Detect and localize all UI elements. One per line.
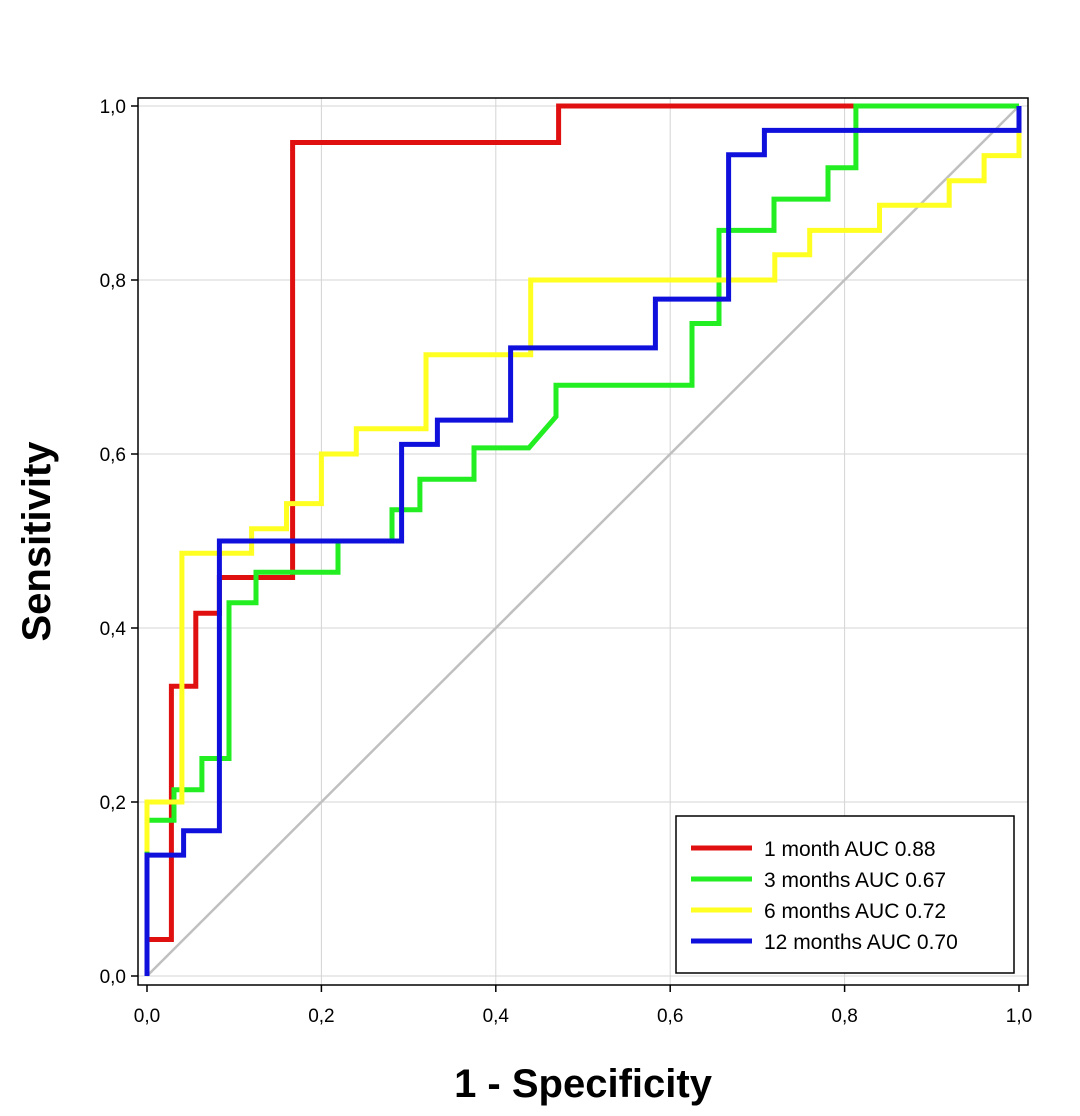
plot-frame [137,97,1029,986]
y-tick-label: 0,2 [100,793,126,814]
legend-label: 3 months AUC 0.67 [764,869,946,892]
legend: 1 month AUC 0.88 3 months AUC 0.67 6 month… [675,815,1015,974]
legend-label: 6 months AUC 0.72 [764,900,946,923]
y-tick-label: 0,6 [100,445,126,466]
x-tick-label: 0,6 [657,1006,683,1027]
x-tick-label: 0,0 [134,1006,160,1027]
y-axis-ticks: 0,0 0,2 0,4 0,6 0,8 1,0 [100,97,138,988]
series-line-3 [144,106,1022,852]
y-tick-label: 0,4 [100,619,127,640]
reference-diagonal-line [146,105,1020,977]
y-axis-title: Sensitivity [15,441,59,642]
series-lines [144,103,1022,976]
y-tick-label: 0,0 [100,967,126,988]
legend-box [675,815,1015,974]
series-line-4 [144,106,1022,976]
y-tick-label: 0,8 [100,271,126,292]
x-tick-label: 0,2 [308,1006,334,1027]
x-tick-label: 0,8 [831,1006,857,1027]
y-tick-label: 1,0 [100,97,126,118]
x-tick-label: 1,0 [1006,1006,1032,1027]
series-line-2 [144,103,1019,976]
legend-label: 12 months AUC 0.70 [764,931,958,954]
x-axis-title: 1 - Specificity [454,1062,713,1106]
legend-label: 1 month AUC 0.88 [764,838,936,861]
x-tick-label: 0,4 [483,1006,510,1027]
x-axis-ticks: 0,0 0,2 0,4 0,6 0,8 1,0 [134,985,1032,1027]
